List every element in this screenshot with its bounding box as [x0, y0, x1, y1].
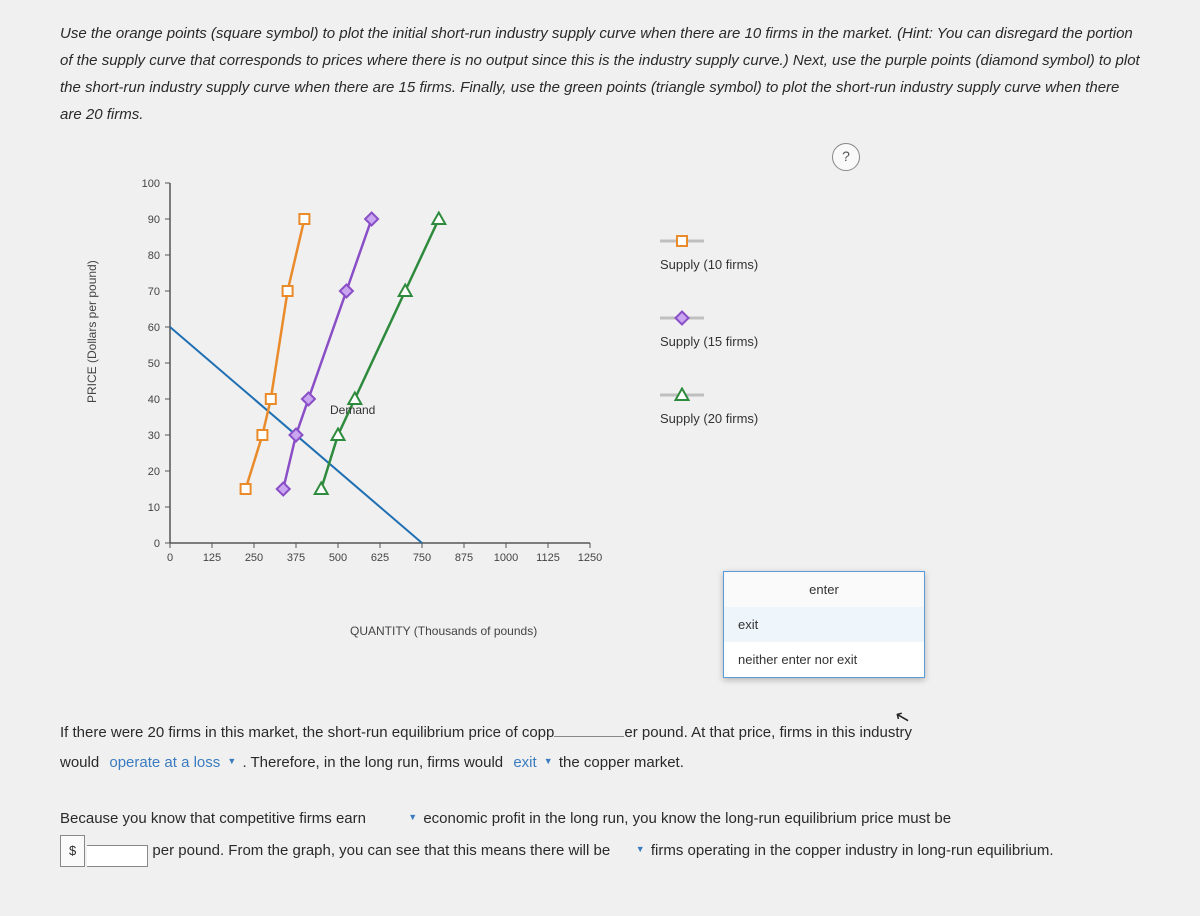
q1-text-c: would: [60, 754, 99, 771]
q1-text-d: . Therefore, in the long run, firms woul…: [242, 754, 503, 771]
q2-text-d: firms operating in the copper industry i…: [651, 842, 1054, 859]
svg-text:90: 90: [148, 214, 160, 226]
legend-item[interactable]: Supply (20 firms): [660, 387, 758, 426]
svg-text:80: 80: [148, 250, 160, 262]
svg-text:1250: 1250: [578, 552, 602, 564]
svg-text:60: 60: [148, 322, 160, 334]
svg-text:125: 125: [203, 552, 221, 564]
svg-text:50: 50: [148, 358, 160, 370]
chart-container: ? 01020304050607080901000125250375500625…: [100, 153, 860, 673]
chart-legend: Supply (10 firms) Supply (15 firms) Supply…: [660, 233, 758, 464]
dropdown-option[interactable]: neither enter nor exit: [724, 642, 924, 677]
firm-count-select[interactable]: [614, 836, 646, 867]
svg-text:625: 625: [371, 552, 389, 564]
svg-text:500: 500: [329, 552, 347, 564]
question-2: Because you know that competitive firms …: [60, 804, 1140, 867]
enter-exit-dropdown[interactable]: enterexitneither enter nor exit: [723, 571, 925, 678]
instructions-text: Use the orange points (square symbol) to…: [60, 20, 1140, 128]
svg-text:20: 20: [148, 466, 160, 478]
q1-text-e: the copper market.: [559, 754, 684, 771]
legend-label: Supply (10 firms): [660, 257, 758, 272]
q2-text-a: Because you know that competitive firms …: [60, 810, 366, 827]
svg-text:375: 375: [287, 552, 305, 564]
legend-item[interactable]: Supply (10 firms): [660, 233, 758, 272]
svg-text:750: 750: [413, 552, 431, 564]
dropdown-option[interactable]: exit: [724, 607, 924, 642]
legend-label: Supply (15 firms): [660, 334, 758, 349]
q1-text-b: er pound. At that price, firms in this i…: [624, 724, 912, 741]
x-axis-label: QUANTITY (Thousands of pounds): [350, 624, 537, 638]
svg-text:0: 0: [167, 552, 173, 564]
currency-prefix: $: [60, 835, 85, 867]
help-button[interactable]: ?: [832, 143, 860, 171]
q2-text-c: per pound. From the graph, you can see t…: [152, 842, 610, 859]
svg-text:40: 40: [148, 394, 160, 406]
q2-text-b: economic profit in the long run, you kno…: [423, 810, 951, 827]
demand-label: Demand: [330, 403, 375, 417]
profit-loss-select[interactable]: operate at a loss: [103, 748, 238, 779]
legend-label: Supply (20 firms): [660, 411, 758, 426]
svg-text:100: 100: [142, 178, 160, 190]
svg-text:1000: 1000: [494, 552, 518, 564]
svg-text:875: 875: [455, 552, 473, 564]
price-blank[interactable]: [554, 736, 624, 737]
svg-text:250: 250: [245, 552, 263, 564]
dropdown-option[interactable]: enter: [724, 572, 924, 607]
svg-text:70: 70: [148, 286, 160, 298]
question-1: If there were 20 firms in this market, t…: [60, 718, 1140, 779]
enter-exit-select[interactable]: exit: [507, 748, 554, 779]
profit-type-select[interactable]: [370, 804, 419, 835]
svg-text:30: 30: [148, 430, 160, 442]
price-input[interactable]: [87, 845, 148, 867]
svg-text:10: 10: [148, 502, 160, 514]
question-block: If there were 20 firms in this market, t…: [60, 718, 1140, 867]
svg-text:0: 0: [154, 538, 160, 550]
svg-text:1125: 1125: [536, 552, 560, 564]
q1-text-a: If there were 20 firms in this market, t…: [60, 724, 554, 741]
y-axis-label: PRICE (Dollars per pound): [85, 260, 99, 403]
supply-demand-chart[interactable]: 0102030405060708090100012525037550062575…: [100, 153, 600, 593]
legend-item[interactable]: Supply (15 firms): [660, 310, 758, 349]
